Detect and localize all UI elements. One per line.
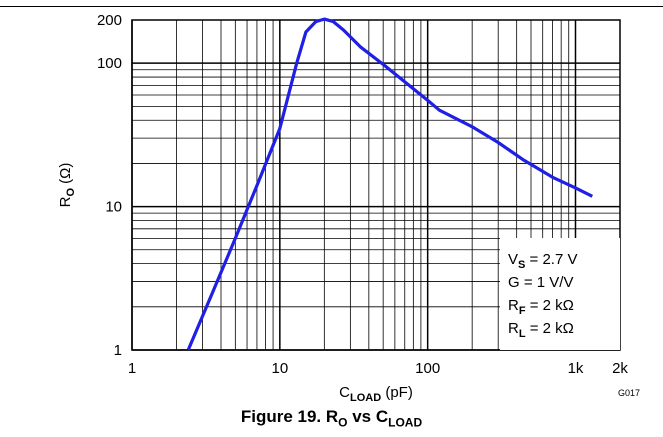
conditions-box: VS = 2.7 V G = 1 V/V RF = 2 kΩ RL = 2 kΩ bbox=[500, 238, 620, 350]
y-tick-label: 200 bbox=[97, 12, 122, 29]
y-tick-label: 1 bbox=[114, 342, 122, 359]
condition-text: RF = 2 kΩ bbox=[508, 297, 574, 317]
x-tick-labels: 1 10 100 1k 2k bbox=[128, 360, 629, 377]
x-tick-label: 1 bbox=[128, 360, 136, 377]
caption-subscript-o: O bbox=[338, 415, 348, 430]
caption-text: Figure 19. R bbox=[240, 407, 339, 426]
top-rule bbox=[0, 6, 663, 7]
figure-caption: Figure 19. RO vs CLOAD bbox=[0, 407, 663, 429]
x-tick-label: 100 bbox=[415, 360, 440, 377]
x-axis-label: CLOAD (pF) bbox=[339, 384, 413, 404]
x-tick-label: 2k bbox=[612, 360, 628, 377]
series-line bbox=[186, 17, 594, 351]
caption-subscript-load: LOAD bbox=[388, 415, 423, 430]
caption-text-mid: vs C bbox=[347, 407, 389, 426]
plot-frame bbox=[131, 19, 621, 351]
y-axis-label: RO (Ω) bbox=[57, 163, 77, 208]
y-tick-label: 10 bbox=[105, 199, 122, 216]
condition-text: RL = 2 kΩ bbox=[508, 320, 574, 340]
condition-text: G = 1 V/V bbox=[508, 274, 573, 291]
figure-code: G017 bbox=[618, 388, 640, 398]
y-tick-label: 100 bbox=[97, 55, 122, 72]
condition-text: VS = 2.7 V bbox=[508, 251, 577, 271]
conditions-box-bg bbox=[500, 238, 620, 350]
y-tick-labels: 1 10 100 200 bbox=[97, 12, 122, 359]
ro-vs-cload-chart: 1 10 100 1k 2k 1 10 100 200 VS = 2.7 V G = 1 V/V… bbox=[57, 12, 640, 404]
x-tick-label: 10 bbox=[271, 360, 288, 377]
x-tick-label: 1k bbox=[568, 360, 584, 377]
